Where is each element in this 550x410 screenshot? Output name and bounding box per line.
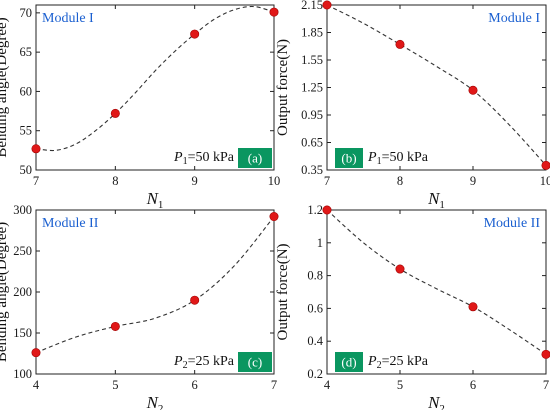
x-axis-label: N1 xyxy=(146,189,164,211)
x-tick-label: 7 xyxy=(33,174,39,188)
y-tick-label: 50 xyxy=(20,163,33,177)
y-tick-label: 150 xyxy=(13,326,32,340)
x-tick-label: 10 xyxy=(540,174,550,188)
x-tick-label: 7 xyxy=(271,378,277,392)
y-tick-label: 0.95 xyxy=(301,108,323,122)
panel-tag-box xyxy=(238,148,272,168)
data-point xyxy=(322,205,332,215)
panel-d: 4 5 6 7 0.2 0.4 0.6 0.8 1 1.2 Output force(N) N2 Mod… xyxy=(275,203,550,410)
x-tick-label: 4 xyxy=(33,378,40,392)
panel-b: 7 8 9 10 0.35 0.65 0.95 1.25 1.55 1.85 2.15 Output … xyxy=(275,0,550,211)
y-tick-label: 1.55 xyxy=(301,53,323,67)
data-point xyxy=(110,108,120,118)
x-axis-label: N2 xyxy=(146,393,164,410)
y-tick-label: 0.8 xyxy=(307,269,323,283)
module-label: Module I xyxy=(42,11,94,26)
x-tick-label: 8 xyxy=(397,174,403,188)
data-point xyxy=(269,212,279,222)
panel-tag: (d) xyxy=(341,355,356,370)
x-tick-label: 9 xyxy=(192,174,198,188)
y-tick-label: 1.85 xyxy=(301,26,323,40)
data-point xyxy=(269,7,279,17)
y-axis-label: Bending angle(Degree) xyxy=(0,17,10,157)
x-axis-label: N2 xyxy=(427,393,445,410)
x-tick-label: 5 xyxy=(397,378,403,392)
data-point xyxy=(468,302,478,312)
fit-curve xyxy=(326,4,547,166)
panel-tag-box xyxy=(335,352,363,372)
x-tick-label: 7 xyxy=(543,378,549,392)
x-tick-label: 4 xyxy=(324,378,331,392)
data-point xyxy=(190,295,200,305)
data-point xyxy=(395,39,405,49)
panel-tag: (c) xyxy=(248,355,262,370)
data-point xyxy=(541,160,550,170)
y-tick-label: 300 xyxy=(13,203,32,217)
y-tick-label: 0.65 xyxy=(301,136,323,150)
y-tick-label: 0.2 xyxy=(307,367,323,381)
plot-frame xyxy=(326,209,547,375)
panel-tag: (b) xyxy=(341,151,356,166)
data-point xyxy=(190,29,200,39)
panel-tag: (a) xyxy=(248,151,262,166)
data-point xyxy=(110,321,120,331)
pressure-annotation: P2=25 kPa xyxy=(173,354,235,371)
panel-tag-box xyxy=(335,148,363,168)
y-tick-label: 250 xyxy=(13,244,32,258)
module-label: Module II xyxy=(42,216,99,231)
y-axis-label: Bending angle(Degree) xyxy=(0,222,10,362)
plot-frame xyxy=(35,209,275,375)
panel-a: 7 8 9 10 50 55 60 65 70 Bending angle(Degree) N1 Mo… xyxy=(0,4,281,211)
fit-curve xyxy=(35,5,275,152)
module-label: Module II xyxy=(484,216,541,231)
y-tick-label: 1.25 xyxy=(301,81,323,95)
data-point xyxy=(468,85,478,95)
plot-frame xyxy=(35,4,275,171)
y-tick-label: 65 xyxy=(20,45,33,59)
x-tick-label: 6 xyxy=(192,378,198,392)
pressure-annotation: P1=50 kPa xyxy=(367,150,429,167)
y-tick-label: 0.35 xyxy=(301,163,323,177)
y-axis-label: Output force(N) xyxy=(275,39,291,136)
y-tick-label: 55 xyxy=(20,124,33,138)
x-axis-label: N1 xyxy=(427,189,445,211)
module-label: Module I xyxy=(488,11,540,26)
data-point xyxy=(395,264,405,274)
y-axis-label: Output force(N) xyxy=(275,243,291,340)
x-tick-label: 8 xyxy=(112,174,118,188)
pressure-annotation: P2=25 kPa xyxy=(367,354,429,371)
fit-curve xyxy=(35,216,275,354)
panel-tag-box xyxy=(238,352,272,372)
y-tick-label: 1.2 xyxy=(307,203,323,217)
y-tick-label: 0.4 xyxy=(307,334,323,348)
y-tick-label: 0.6 xyxy=(307,301,323,315)
y-tick-label: 60 xyxy=(20,84,33,98)
y-tick-label: 100 xyxy=(13,367,32,381)
y-tick-label: 70 xyxy=(20,6,33,20)
data-point xyxy=(322,0,332,10)
fit-curve xyxy=(326,209,547,355)
y-tick-label: 200 xyxy=(13,285,32,299)
x-tick-label: 9 xyxy=(470,174,476,188)
x-tick-label: 5 xyxy=(112,378,118,392)
plot-frame xyxy=(326,4,547,171)
y-tick-label: 1 xyxy=(317,236,323,250)
x-tick-label: 7 xyxy=(324,174,330,188)
data-point xyxy=(31,144,41,154)
x-tick-label: 10 xyxy=(268,174,281,188)
data-point xyxy=(541,349,550,359)
x-tick-label: 6 xyxy=(470,378,476,392)
y-tick-label: 2.15 xyxy=(301,0,323,12)
data-point xyxy=(31,348,41,358)
pressure-annotation: P1=50 kPa xyxy=(173,150,235,167)
